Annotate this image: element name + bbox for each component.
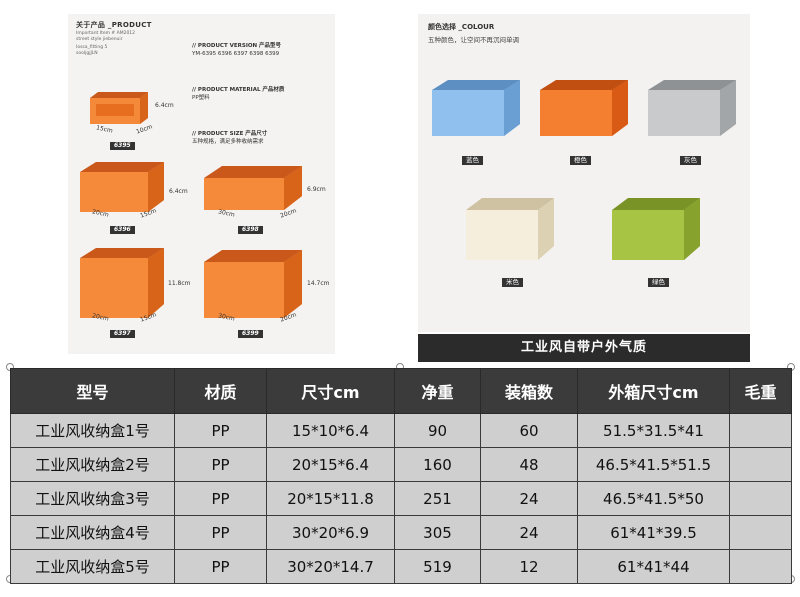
table-header-row: 型号 材质 尺寸cm 净重 装箱数 外箱尺寸cm 毛重 — [10, 368, 792, 414]
colour-box-orange — [540, 80, 628, 136]
spec-size-value: 五种规格，满足多种收纳需求 — [192, 139, 264, 145]
spec-version: // PRODUCT VERSION 产品型号 YM-6395 6396 639… — [192, 42, 281, 58]
header-material: 材质 — [174, 368, 267, 414]
spec-version-value: YM-6395 6396 6397 6398 6399 — [192, 51, 280, 57]
cell-gross-weight — [729, 481, 792, 516]
table-row: 工业风收纳盒3号 PP 20*15*11.8 251 24 46.5*41.5*… — [10, 481, 792, 516]
box-6395-code: 6395 — [110, 142, 135, 150]
spec-size-title: // PRODUCT SIZE 产品尺寸 — [192, 131, 268, 137]
cell-size: 20*15*11.8 — [266, 481, 395, 516]
product-subline: street style jiebenuir — [76, 37, 123, 42]
box-6396-code: 6396 — [110, 226, 135, 234]
cell-carton-size: 46.5*41.5*50 — [577, 481, 730, 516]
product-box-6399 — [204, 250, 302, 318]
cell-carton-size: 51.5*31.5*41 — [577, 413, 730, 448]
box-6396-height: 6.4cm — [169, 188, 188, 195]
slogan-banner: 工业风自带户外气质 — [418, 334, 750, 362]
cell-material: PP — [174, 515, 267, 550]
cell-model: 工业风收纳盒2号 — [10, 447, 175, 482]
box-6395-height: 6.4cm — [155, 102, 174, 109]
colour-panel: 颜色选择 _COLOUR 五种颜色，让空间不再沉闷单调 蓝色 橙色 灰色 米色 — [418, 14, 750, 332]
product-subline: Important Item # AM2012 — [76, 31, 136, 36]
product-subline: Iossa_fitting 5 — [76, 45, 108, 50]
cell-model: 工业风收纳盒1号 — [10, 413, 175, 448]
header-net-weight: 净重 — [394, 368, 481, 414]
product-box-6395 — [90, 92, 148, 124]
colour-header: 颜色选择 _COLOUR — [428, 23, 495, 31]
spec-material-title: // PRODUCT MATERIAL 产品材质 — [192, 87, 285, 93]
colour-label-orange: 橙色 — [570, 156, 591, 165]
box-6397-height: 11.8cm — [168, 280, 191, 287]
colour-label-blue: 蓝色 — [462, 156, 483, 165]
cell-gross-weight — [729, 549, 792, 584]
cell-size: 20*15*6.4 — [266, 447, 395, 482]
spec-size: // PRODUCT SIZE 产品尺寸 五种规格，满足多种收纳需求 — [192, 130, 267, 146]
spec-version-title: // PRODUCT VERSION 产品型号 — [192, 43, 282, 49]
cell-carton-size: 61*41*44 — [577, 549, 730, 584]
colour-label-green: 绿色 — [648, 278, 669, 287]
box-6399-code: 6399 — [238, 330, 263, 338]
cell-size: 15*10*6.4 — [266, 413, 395, 448]
header-carton-size: 外箱尺寸cm — [577, 368, 730, 414]
colour-desc: 五种颜色，让空间不再沉闷单调 — [428, 36, 519, 44]
cell-net-weight: 90 — [394, 413, 481, 448]
table-row: 工业风收纳盒4号 PP 30*20*6.9 305 24 61*41*39.5 — [10, 515, 792, 550]
cell-size: 30*20*14.7 — [266, 549, 395, 584]
cell-net-weight: 519 — [394, 549, 481, 584]
box-6397-code: 6397 — [110, 330, 135, 338]
cell-pack-qty: 60 — [480, 413, 578, 448]
box-6398-code: 6398 — [238, 226, 263, 234]
spec-material: // PRODUCT MATERIAL 产品材质 PP塑料 — [192, 86, 284, 102]
table-row: 工业风收纳盒2号 PP 20*15*6.4 160 48 46.5*41.5*5… — [10, 447, 792, 482]
cell-net-weight: 160 — [394, 447, 481, 482]
cell-pack-qty: 24 — [480, 515, 578, 550]
header-size: 尺寸cm — [266, 368, 395, 414]
product-subline: sooljgjJLN — [76, 51, 98, 56]
cell-pack-qty: 48 — [480, 447, 578, 482]
cell-model: 工业风收纳盒3号 — [10, 481, 175, 516]
product-box-6398 — [204, 166, 302, 210]
cell-pack-qty: 12 — [480, 549, 578, 584]
cell-pack-qty: 24 — [480, 481, 578, 516]
product-header: 关于产品 _PRODUCT — [76, 21, 152, 29]
cell-net-weight: 251 — [394, 481, 481, 516]
product-panel: 关于产品 _PRODUCT Important Item # AM2012 st… — [68, 14, 335, 354]
cell-model: 工业风收纳盒5号 — [10, 549, 175, 584]
spec-material-value: PP塑料 — [192, 95, 210, 101]
spec-table-wrapper: 型号 材质 尺寸cm 净重 装箱数 外箱尺寸cm 毛重 工业风收纳盒1号 PP … — [10, 368, 792, 584]
cell-carton-size: 61*41*39.5 — [577, 515, 730, 550]
cell-gross-weight — [729, 413, 792, 448]
header-model: 型号 — [10, 368, 175, 414]
colour-box-grey — [648, 80, 736, 136]
colour-label-beige: 米色 — [502, 278, 523, 287]
product-box-6397 — [80, 248, 164, 318]
cell-material: PP — [174, 481, 267, 516]
cell-material: PP — [174, 447, 267, 482]
cell-material: PP — [174, 413, 267, 448]
box-6399-height: 14.7cm — [307, 280, 330, 287]
cell-model: 工业风收纳盒4号 — [10, 515, 175, 550]
header-pack-qty: 装箱数 — [480, 368, 578, 414]
cell-carton-size: 46.5*41.5*51.5 — [577, 447, 730, 482]
box-6398-height: 6.9cm — [307, 186, 326, 193]
colour-box-green — [612, 198, 700, 260]
product-box-6396 — [80, 162, 164, 212]
colour-box-beige — [466, 198, 554, 260]
colour-label-grey: 灰色 — [680, 156, 701, 165]
table-row: 工业风收纳盒5号 PP 30*20*14.7 519 12 61*41*44 — [10, 549, 792, 584]
cell-material: PP — [174, 549, 267, 584]
colour-box-blue — [432, 80, 520, 136]
header-gross-weight: 毛重 — [729, 368, 792, 414]
cell-gross-weight — [729, 447, 792, 482]
cell-net-weight: 305 — [394, 515, 481, 550]
cell-gross-weight — [729, 515, 792, 550]
spec-table: 型号 材质 尺寸cm 净重 装箱数 外箱尺寸cm 毛重 工业风收纳盒1号 PP … — [10, 368, 792, 584]
table-row: 工业风收纳盒1号 PP 15*10*6.4 90 60 51.5*31.5*41 — [10, 413, 792, 448]
cell-size: 30*20*6.9 — [266, 515, 395, 550]
